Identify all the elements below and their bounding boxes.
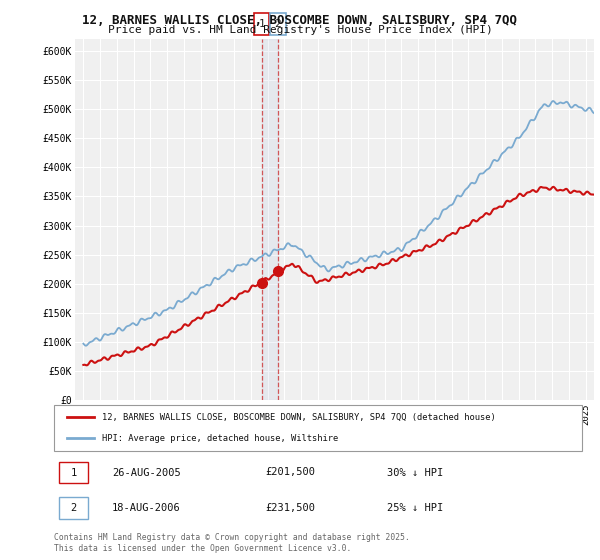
- Text: 30% ↓ HPI: 30% ↓ HPI: [386, 468, 443, 478]
- Text: Contains HM Land Registry data © Crown copyright and database right 2025.
This d: Contains HM Land Registry data © Crown c…: [54, 533, 410, 553]
- Text: 26-AUG-2005: 26-AUG-2005: [112, 468, 181, 478]
- FancyBboxPatch shape: [270, 13, 286, 35]
- Text: 12, BARNES WALLIS CLOSE, BOSCOMBE DOWN, SALISBURY, SP4 7QQ (detached house): 12, BARNES WALLIS CLOSE, BOSCOMBE DOWN, …: [101, 413, 495, 422]
- Text: 25% ↓ HPI: 25% ↓ HPI: [386, 503, 443, 513]
- FancyBboxPatch shape: [254, 13, 269, 35]
- Text: Price paid vs. HM Land Registry's House Price Index (HPI): Price paid vs. HM Land Registry's House …: [107, 25, 493, 35]
- Text: 1: 1: [70, 468, 77, 478]
- Text: £201,500: £201,500: [265, 468, 315, 478]
- Text: 12, BARNES WALLIS CLOSE, BOSCOMBE DOWN, SALISBURY, SP4 7QQ: 12, BARNES WALLIS CLOSE, BOSCOMBE DOWN, …: [83, 14, 517, 27]
- FancyBboxPatch shape: [54, 405, 582, 451]
- Text: 2: 2: [275, 19, 281, 29]
- FancyBboxPatch shape: [59, 497, 88, 519]
- Text: £231,500: £231,500: [265, 503, 315, 513]
- FancyBboxPatch shape: [59, 462, 88, 483]
- Text: HPI: Average price, detached house, Wiltshire: HPI: Average price, detached house, Wilt…: [101, 434, 338, 443]
- Text: 2: 2: [70, 503, 77, 513]
- Text: 18-AUG-2006: 18-AUG-2006: [112, 503, 181, 513]
- Bar: [262, 39, 278, 400]
- Text: 1: 1: [258, 19, 265, 29]
